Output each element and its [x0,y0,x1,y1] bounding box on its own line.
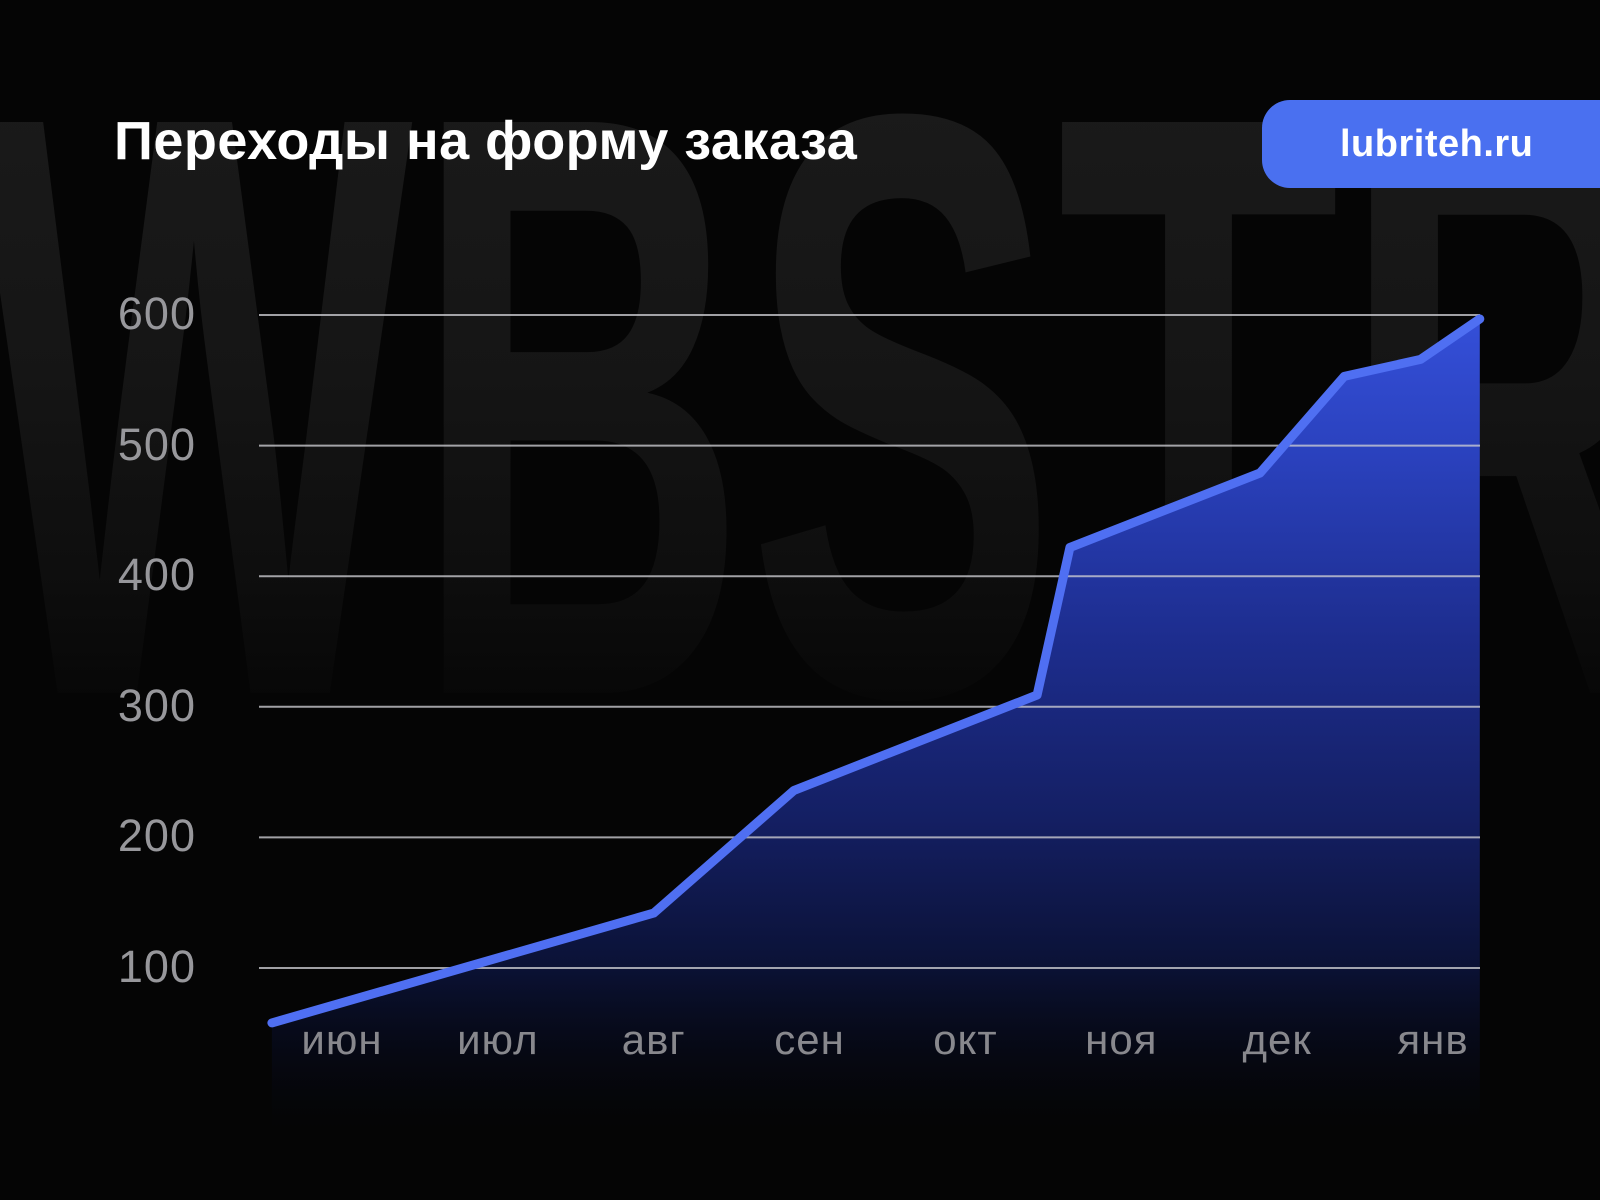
chart-line [267,314,1485,1028]
x-axis-label: июл [457,1016,539,1063]
x-axis-label: окт [933,1016,998,1063]
y-axis-label: 600 [117,288,196,339]
x-axis-label: сен [774,1016,845,1063]
x-axis-label: июн [301,1016,383,1063]
site-badge-label: lubriteh.ru [1340,122,1534,165]
y-axis-label: 300 [117,679,196,731]
page-title: Переходы на форму заказа [114,111,858,171]
site-badge: lubriteh.ru [1262,100,1600,188]
y-axis-label: 200 [117,810,196,862]
x-axis-label: дек [1242,1016,1312,1063]
chart-area [271,318,1480,1140]
y-axis-label: 400 [117,549,196,601]
y-axis-label: 100 [117,941,196,992]
x-axis-label: авг [621,1016,686,1063]
y-axis-label: 500 [117,418,196,470]
x-axis-label: янв [1397,1016,1469,1063]
x-axis-label: ноя [1085,1016,1158,1063]
